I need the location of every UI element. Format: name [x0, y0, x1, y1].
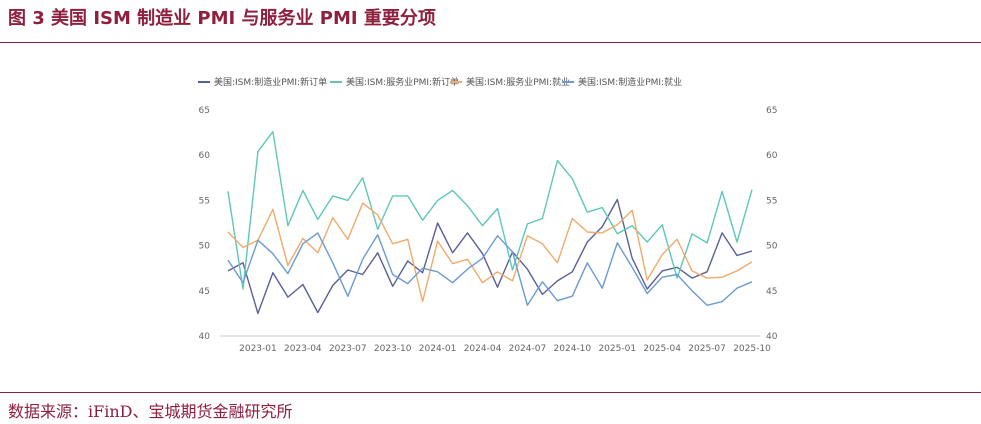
x-tick-label: 2024-10 — [554, 344, 592, 354]
chart-legend: 美国:ISM:制造业PMI:新订单 美国:ISM:服务业PMI:新订单 美国:ISM… — [198, 76, 682, 88]
chart-series — [227, 130, 753, 315]
line-chart: 美国:ISM:制造业PMI:新订单 美国:ISM:服务业PMI:新订单 美国:ISM… — [198, 76, 778, 354]
figure-title: 图 3 美国 ISM 制造业 PMI 与服务业 PMI 重要分项 — [8, 8, 436, 29]
y-tick-label-right: 55 — [766, 196, 777, 206]
y-tick-label-left: 50 — [199, 242, 211, 252]
y-tick-label-right: 40 — [766, 332, 778, 342]
legend-label: 美国:ISM:制造业PMI:就业 — [578, 76, 682, 88]
y-tick-label-right: 50 — [766, 242, 778, 252]
y-tick-label-left: 65 — [199, 106, 210, 116]
x-tick-label: 2024-07 — [509, 344, 547, 354]
y-tick-label-right: 60 — [766, 151, 778, 161]
header-divider — [0, 42, 981, 43]
x-tick-label: 2024-04 — [464, 344, 502, 354]
x-tick-label: 2025-01 — [598, 344, 636, 354]
y-axis-left: 40 45 50 55 60 65 — [199, 106, 211, 342]
legend-label: 美国:ISM:服务业PMI:新订单 — [346, 76, 459, 88]
x-tick-label: 2025-07 — [688, 344, 726, 354]
x-tick-label: 2023-10 — [374, 344, 412, 354]
legend-label: 美国:ISM:制造业PMI:新订单 — [214, 76, 327, 88]
x-tick-label: 2023-01 — [239, 344, 277, 354]
y-tick-label-right: 45 — [766, 287, 777, 297]
data-source-note: 数据来源：iFinD、宝城期货金融研究所 — [8, 402, 293, 421]
x-tick-label: 2023-07 — [329, 344, 367, 354]
x-axis: 2023-01 2023-04 2023-07 2023-10 2024-01 2024-… — [220, 335, 771, 354]
series-line-3 — [227, 202, 753, 303]
x-tick-label: 2025-04 — [643, 344, 681, 354]
y-tick-label-left: 60 — [199, 151, 211, 161]
series-line-1 — [227, 198, 753, 315]
series-line-2 — [227, 130, 753, 290]
y-tick-label-right: 65 — [766, 106, 777, 116]
y-tick-label-left: 40 — [199, 332, 211, 342]
footer-divider — [0, 392, 981, 393]
y-axis-right: 40 45 50 55 60 65 — [766, 106, 778, 342]
x-tick-label: 2024-01 — [419, 344, 457, 354]
y-tick-label-left: 45 — [199, 287, 210, 297]
x-tick-label: 2023-04 — [284, 344, 322, 354]
legend-label: 美国:ISM:服务业PMI:就业 — [466, 76, 570, 88]
series-line-4 — [227, 232, 753, 306]
y-tick-label-left: 55 — [199, 196, 210, 206]
x-tick-label: 2025-10 — [733, 344, 771, 354]
